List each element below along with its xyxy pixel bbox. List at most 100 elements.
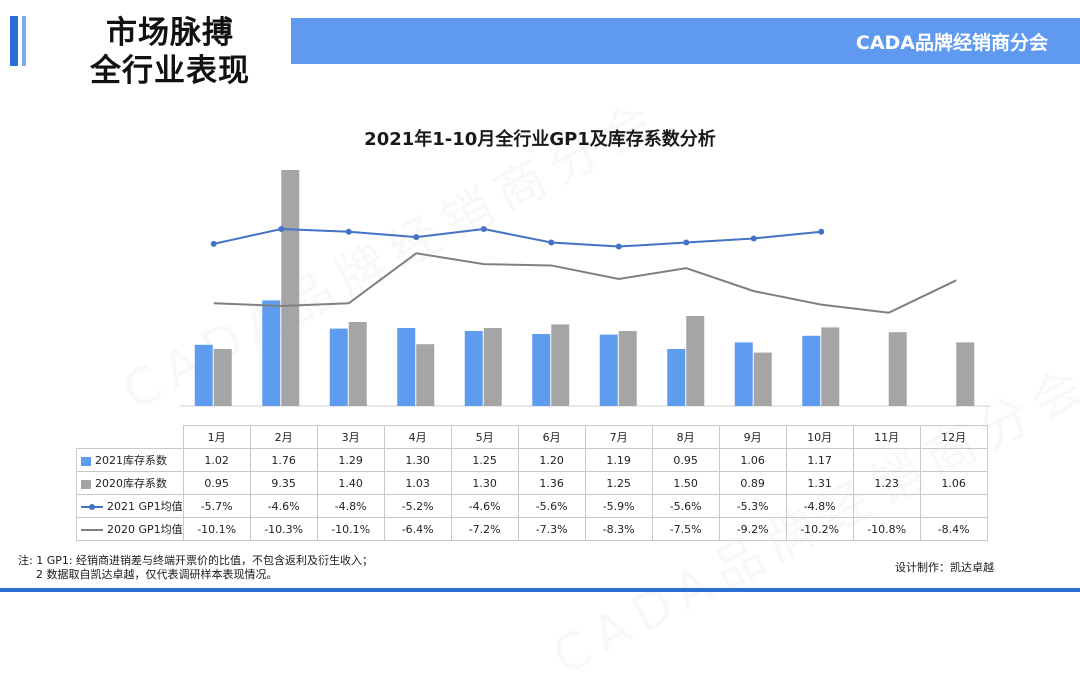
bar-2021-inventory xyxy=(194,344,213,406)
table-cell: -7.5% xyxy=(651,517,720,541)
bar-2020-inventory xyxy=(348,322,367,406)
table-cell: -5.6% xyxy=(517,494,586,518)
table-cell: 0.89 xyxy=(718,471,787,495)
table-cell: -5.3% xyxy=(718,494,787,518)
chart-plot xyxy=(180,170,990,407)
table-cell: 1.40 xyxy=(316,471,385,495)
credit: 设计制作：凯达卓越 xyxy=(895,561,994,574)
bar-2020-inventory xyxy=(416,344,435,406)
table-cell: 0.95 xyxy=(651,448,720,472)
table-cell: -5.9% xyxy=(584,494,653,518)
table-cell: 1.25 xyxy=(450,448,519,472)
point-2021-gp1 xyxy=(683,239,690,246)
table-cell: 1.30 xyxy=(450,471,519,495)
bottom-accent-bar xyxy=(0,588,1080,592)
table-cell: 1.36 xyxy=(517,471,586,495)
table-cell: -5.6% xyxy=(651,494,720,518)
legend-swatch xyxy=(81,504,103,510)
table-row: 2021 GP1均值 -5.7% -4.6% -4.8% -5.2% -4.6%… xyxy=(76,494,988,518)
table-cell: 1.02 xyxy=(182,448,251,472)
tick-label: 7月 xyxy=(584,425,653,449)
accent-bar-light xyxy=(22,16,26,66)
table-cell: 1.06 xyxy=(718,448,787,472)
bar-2020-inventory xyxy=(821,327,840,406)
legend-swatch xyxy=(81,479,91,489)
tick-label: 5月 xyxy=(450,425,519,449)
table-cell: -6.4% xyxy=(383,517,452,541)
table-cell: -7.3% xyxy=(517,517,586,541)
bar-2021-inventory xyxy=(397,328,416,406)
table-cell: 0.95 xyxy=(182,471,251,495)
point-2021-gp1 xyxy=(278,226,285,232)
tick-label: 3月 xyxy=(316,425,385,449)
bar-2021-inventory xyxy=(329,328,348,406)
tick-label: 1月 xyxy=(182,425,251,449)
point-2021-gp1 xyxy=(210,240,217,247)
legend-2020-inventory: 2020库存系数 xyxy=(76,471,184,495)
table-cell: 1.50 xyxy=(651,471,720,495)
legend-2020-gp1: 2020 GP1均值 xyxy=(76,517,184,541)
tick-label: 10月 xyxy=(785,425,854,449)
bar-2020-inventory xyxy=(213,349,232,406)
legend-2021-gp1: 2021 GP1均值 xyxy=(76,494,184,518)
legend-label: 2021库存系数 xyxy=(95,454,167,467)
legend-label: 2020库存系数 xyxy=(95,477,167,490)
tick-label: 4月 xyxy=(383,425,452,449)
line-2020-gp1 xyxy=(213,252,957,314)
point-2021-gp1 xyxy=(818,228,825,235)
table-cell: 9.35 xyxy=(249,471,318,495)
table-cell: 1.29 xyxy=(316,448,385,472)
header-banner: CADA品牌经销商分会 xyxy=(291,18,1080,64)
table-cell: -10.1% xyxy=(316,517,385,541)
point-2021-gp1 xyxy=(413,234,420,241)
bar-2021-inventory xyxy=(464,331,483,406)
table-cell: 1.30 xyxy=(383,448,452,472)
table-row: 2020 GP1均值 -10.1% -10.3% -10.1% -6.4% -7… xyxy=(76,517,988,541)
bar-2020-inventory xyxy=(551,324,570,406)
line-2021-gp1 xyxy=(213,227,822,248)
bar-2020-inventory xyxy=(483,328,502,406)
table-corner xyxy=(76,425,184,449)
bar-2020-inventory xyxy=(281,170,300,406)
bar-2020-inventory xyxy=(888,332,907,406)
table-cell: -8.4% xyxy=(919,517,988,541)
table-cell: -4.6% xyxy=(450,494,519,518)
bar-2020-inventory xyxy=(618,331,637,406)
table-cell: -4.8% xyxy=(316,494,385,518)
org-name: CADA品牌经销商分会 xyxy=(855,32,1048,54)
bar-2021-inventory xyxy=(262,300,281,406)
tick-label: 8月 xyxy=(651,425,720,449)
table-cell: -10.8% xyxy=(852,517,921,541)
bar-2020-inventory xyxy=(686,316,705,406)
table-cell: 1.25 xyxy=(584,471,653,495)
table-row: 2020库存系数 0.95 9.35 1.40 1.03 1.30 1.36 1… xyxy=(76,471,988,495)
table-cell xyxy=(852,494,921,518)
point-2021-gp1 xyxy=(750,235,757,242)
tick-label: 9月 xyxy=(718,425,787,449)
legend-swatch xyxy=(81,456,91,466)
tick-label: 2月 xyxy=(249,425,318,449)
point-2021-gp1 xyxy=(345,228,352,235)
table-header-row: 1月 2月 3月 4月 5月 6月 7月 8月 9月 10月 11月 12月 xyxy=(76,425,988,449)
table-cell: 1.19 xyxy=(584,448,653,472)
table-cell: -7.2% xyxy=(450,517,519,541)
table-cell: -9.2% xyxy=(718,517,787,541)
table-cell: 1.17 xyxy=(785,448,854,472)
bar-2021-inventory xyxy=(667,349,686,406)
table-row: 2021库存系数 1.02 1.76 1.29 1.30 1.25 1.20 1… xyxy=(76,448,988,472)
bar-2020-inventory xyxy=(956,342,975,406)
table-cell: 1.20 xyxy=(517,448,586,472)
bar-2021-inventory xyxy=(599,334,618,406)
legend-2021-inventory: 2021库存系数 xyxy=(76,448,184,472)
legend-label: 2020 GP1均值 xyxy=(107,523,183,536)
table-cell: -10.1% xyxy=(182,517,251,541)
point-2021-gp1 xyxy=(615,243,622,250)
table-cell: 1.03 xyxy=(383,471,452,495)
accent-bar xyxy=(10,16,18,66)
bar-2021-inventory xyxy=(532,334,551,406)
bar-2021-inventory xyxy=(734,342,753,406)
page-title: 市场脉搏 全行业表现 xyxy=(60,14,280,90)
table-cell: -4.6% xyxy=(249,494,318,518)
tick-label: 11月 xyxy=(852,425,921,449)
table-cell xyxy=(852,448,921,472)
